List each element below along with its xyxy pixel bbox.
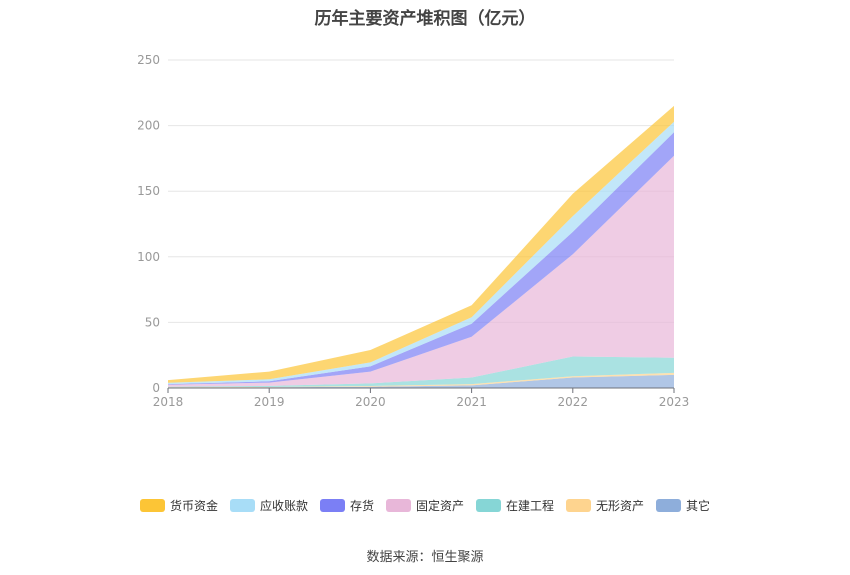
y-tick-label: 200 bbox=[137, 119, 160, 133]
legend-item[interactable]: 固定资产 bbox=[385, 497, 464, 514]
legend-item[interactable]: 无形资产 bbox=[566, 497, 644, 514]
legend: 货币资金 应收账款 存货 固定资产 在建工程 无形资产 其它 bbox=[0, 497, 850, 514]
x-tick-label: 2018 bbox=[153, 395, 184, 409]
chart-title: 历年主要资产堆积图（亿元） bbox=[314, 9, 536, 29]
axes: 0 50 100 150 200 250 2018 2019 2020 2021 2022 2023 bbox=[137, 53, 689, 409]
legend-swatch bbox=[566, 499, 592, 512]
y-tick-label: 250 bbox=[137, 53, 160, 67]
x-tick-label: 2020 bbox=[355, 395, 386, 409]
legend-label: 其它 bbox=[686, 499, 711, 513]
legend-item[interactable]: 其它 bbox=[656, 497, 710, 514]
y-tick-label: 50 bbox=[145, 315, 160, 329]
legend-swatch bbox=[229, 499, 255, 512]
data-source: 数据来源：恒生聚源 bbox=[366, 550, 484, 565]
area-series bbox=[168, 105, 674, 388]
legend-label: 存货 bbox=[349, 499, 374, 513]
area-固定资产 bbox=[168, 155, 674, 387]
stacked-area-chart: 0 50 100 150 200 250 2018 2019 2020 2021 2022 2023 bbox=[137, 53, 689, 409]
y-tick-label: 150 bbox=[137, 184, 160, 198]
area-其它 bbox=[168, 374, 674, 388]
legend-label: 在建工程 bbox=[506, 499, 555, 513]
legend-item[interactable]: 在建工程 bbox=[476, 497, 554, 514]
legend-label: 应收账款 bbox=[259, 499, 308, 513]
legend-swatch bbox=[319, 499, 345, 512]
legend-label: 无形资产 bbox=[596, 499, 645, 513]
y-tick-label: 0 bbox=[152, 381, 160, 395]
legend-item[interactable]: 货币资金 bbox=[139, 497, 218, 514]
legend-swatch bbox=[656, 499, 682, 512]
legend-label: 固定资产 bbox=[415, 499, 464, 513]
x-tick-label: 2022 bbox=[558, 395, 589, 409]
legend-swatch bbox=[476, 499, 501, 512]
legend-swatch bbox=[139, 499, 165, 512]
x-tick-label: 2023 bbox=[659, 395, 690, 409]
legend-label: 货币资金 bbox=[169, 499, 218, 513]
legend-swatch bbox=[385, 499, 411, 512]
y-tick-label: 100 bbox=[137, 250, 160, 264]
area-在建工程 bbox=[168, 356, 674, 388]
legend-item[interactable]: 存货 bbox=[319, 497, 374, 514]
legend-item[interactable]: 应收账款 bbox=[229, 497, 308, 514]
x-tick-label: 2021 bbox=[456, 395, 487, 409]
x-tick-label: 2019 bbox=[254, 395, 285, 409]
